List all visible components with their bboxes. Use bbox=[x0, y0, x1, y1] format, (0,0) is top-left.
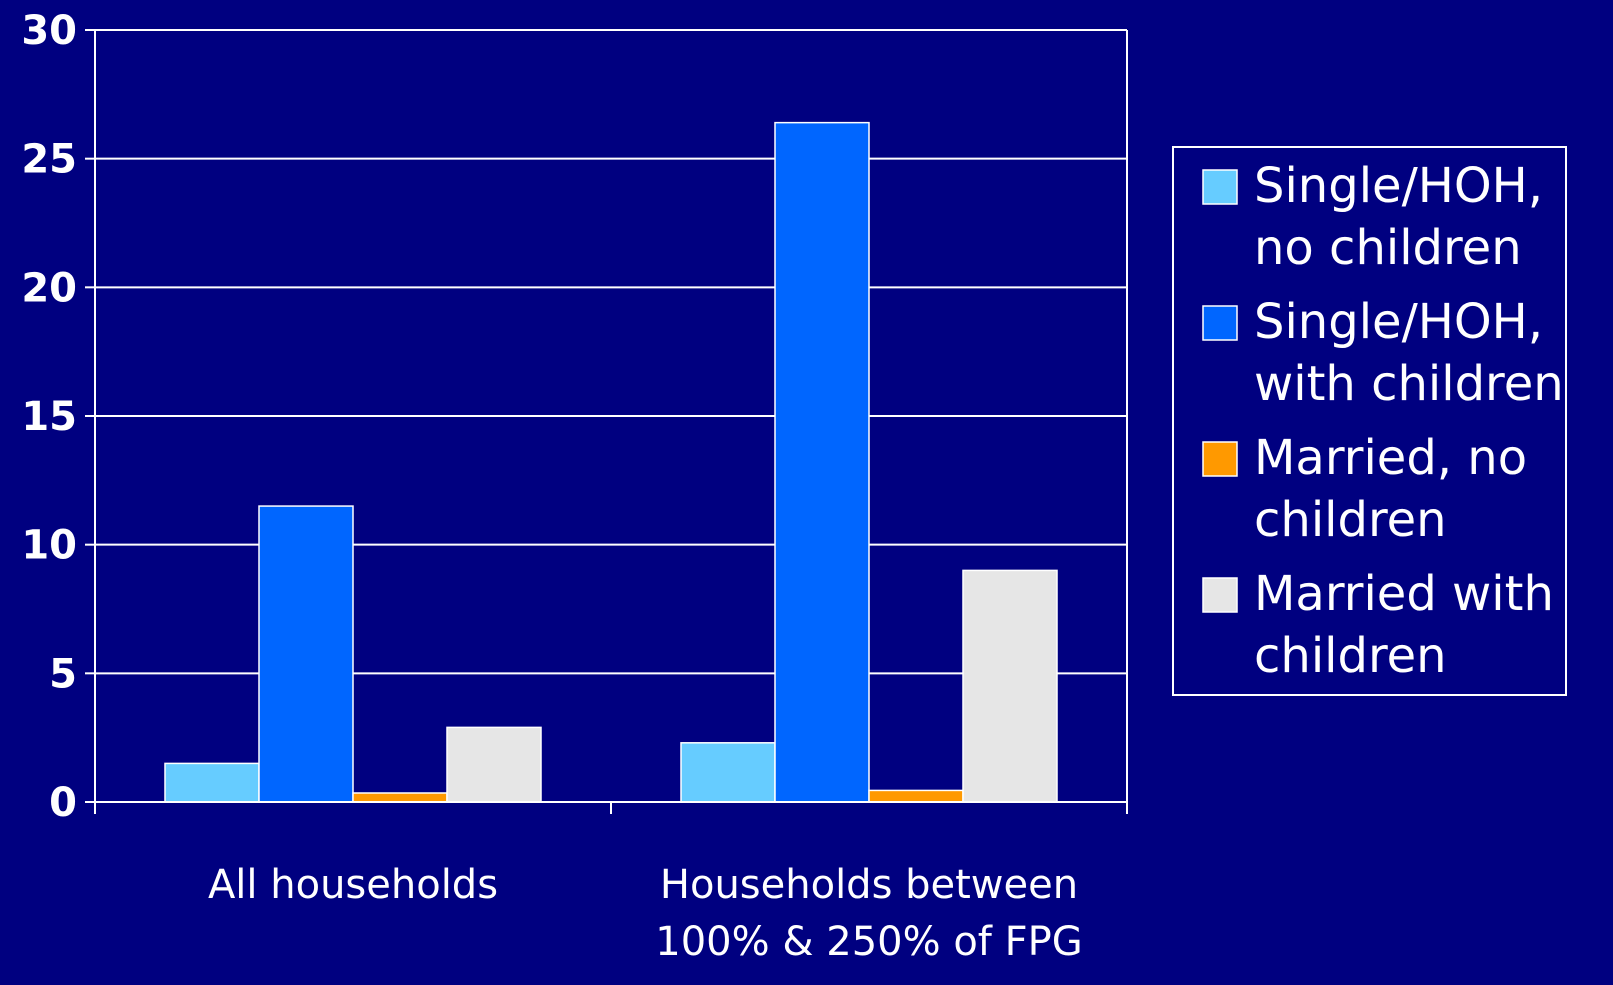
legend-label: Married with children bbox=[1254, 566, 1554, 684]
legend-label-line: Married with bbox=[1254, 566, 1554, 622]
bar bbox=[352, 792, 448, 803]
legend-label-line: Married, no bbox=[1254, 430, 1527, 486]
axes bbox=[85, 29, 1128, 814]
x-category-label-line: Households between bbox=[660, 862, 1078, 908]
x-category-labels: All households Households between 100% & 2… bbox=[208, 862, 1083, 965]
legend-label: Married, no children bbox=[1254, 430, 1527, 548]
y-tick-label: 25 bbox=[21, 137, 77, 183]
legend: Single/HOH, no children Single/HOH, with ch… bbox=[1172, 146, 1567, 696]
legend-label-line: Single/HOH, bbox=[1254, 294, 1543, 350]
bar bbox=[680, 742, 776, 803]
legend-swatch bbox=[1202, 441, 1238, 477]
legend-label-line: Single/HOH, bbox=[1254, 158, 1543, 214]
legend-label-line: children bbox=[1254, 492, 1447, 548]
legend-label: Single/HOH, no children bbox=[1254, 158, 1543, 276]
y-tick-label: 5 bbox=[49, 651, 77, 697]
bar bbox=[962, 569, 1058, 803]
y-tick-label: 0 bbox=[49, 780, 77, 826]
legend-swatch bbox=[1202, 169, 1238, 205]
x-category-label: Households between 100% & 250% of FPG bbox=[655, 862, 1082, 965]
x-category-label-line: 100% & 250% of FPG bbox=[655, 919, 1082, 965]
y-tick-label: 15 bbox=[21, 394, 77, 440]
y-tick-label: 20 bbox=[21, 265, 77, 311]
legend-swatch bbox=[1202, 577, 1238, 613]
y-tick-label: 10 bbox=[21, 523, 77, 569]
bars bbox=[164, 121, 1058, 803]
y-tick-labels: 0 5 10 15 20 25 30 bbox=[21, 8, 77, 826]
bar bbox=[164, 762, 260, 803]
bar bbox=[258, 505, 354, 803]
legend-swatch bbox=[1202, 305, 1238, 341]
bar bbox=[774, 121, 870, 803]
legend-label-line: with children bbox=[1254, 356, 1564, 412]
legend-box bbox=[1172, 146, 1567, 696]
bar bbox=[868, 789, 964, 803]
y-tick-label: 30 bbox=[21, 8, 77, 54]
x-category-label: All households bbox=[208, 862, 498, 908]
legend-label-line: no children bbox=[1254, 220, 1522, 276]
x-category-label-line: All households bbox=[208, 862, 498, 908]
legend-label: Single/HOH, with children bbox=[1254, 294, 1564, 412]
bar bbox=[446, 726, 542, 803]
legend-label-line: children bbox=[1254, 628, 1447, 684]
